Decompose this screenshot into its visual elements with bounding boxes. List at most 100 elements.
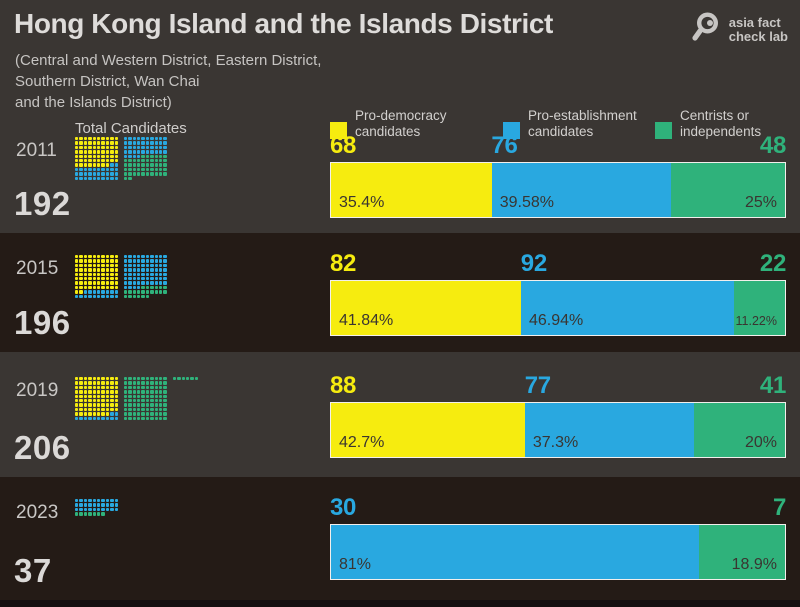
waffle-dot: [163, 398, 167, 403]
waffle-dot: [75, 255, 79, 259]
waffle-dot: [141, 285, 145, 290]
legend-label: Pro-establishment candidates: [528, 108, 637, 140]
waffle-dot: [92, 158, 96, 163]
waffle-dot: [137, 259, 141, 263]
waffle-dot: [88, 412, 92, 416]
waffle-dot: [141, 281, 145, 285]
legend-label-line: Pro-democracy: [355, 108, 447, 123]
waffle-dot: [154, 276, 159, 281]
waffle-dot: [101, 145, 105, 150]
waffle-dot: [79, 158, 83, 163]
total-count: 196: [14, 304, 71, 341]
waffle-dot: [163, 259, 167, 263]
waffle-dot: [101, 172, 105, 176]
waffle-dot: [79, 154, 83, 158]
bar-percent-label: 11.22%: [735, 314, 777, 328]
waffle-dot: [128, 377, 132, 381]
waffle-dot: [132, 394, 137, 398]
waffle-dot: [128, 263, 132, 268]
waffle-dot: [105, 285, 110, 290]
waffle-dot: [154, 154, 159, 158]
waffle-dot: [101, 398, 105, 403]
waffle-dot: [92, 145, 96, 150]
waffle-dot: [137, 150, 141, 154]
waffle-dot: [137, 407, 141, 412]
waffle-dot: [128, 412, 132, 416]
waffle-dot: [128, 163, 132, 167]
waffle-dot: [145, 385, 150, 390]
bar-count-label: 82: [330, 250, 357, 277]
waffle-dot: [92, 137, 96, 141]
waffle-dot: [150, 141, 154, 145]
waffle-dot: [110, 403, 114, 407]
bar-percent-label: 18.9%: [731, 556, 777, 573]
waffle-dot: [150, 285, 154, 290]
waffle-dot: [92, 268, 96, 272]
waffle-dot: [141, 150, 145, 154]
bar-segment-blue: 81%: [331, 525, 700, 579]
waffle-dot: [163, 377, 167, 381]
waffle-dot: [154, 377, 159, 381]
waffle-dot: [83, 377, 88, 381]
waffle-dot: [110, 285, 114, 290]
waffle-dot: [96, 398, 101, 403]
waffle-dot: [123, 255, 128, 259]
legend-label-line: candidates: [528, 124, 594, 139]
waffle-dot: [154, 255, 159, 259]
waffle-dot: [141, 172, 145, 176]
waffle-dot: [123, 381, 128, 385]
waffle-dot: [114, 150, 118, 154]
waffle-dot: [101, 167, 105, 172]
waffle-dot: [145, 394, 150, 398]
waffle-dot: [128, 403, 132, 407]
waffle-dot: [141, 158, 145, 163]
waffle-dot: [150, 403, 154, 407]
waffle-dot: [79, 385, 83, 390]
waffle-dot: [123, 176, 128, 180]
waffle-dot: [88, 407, 92, 412]
waffle-dot: [88, 141, 92, 145]
waffle-dot: [159, 167, 163, 172]
waffle-dot: [154, 145, 159, 150]
waffle-dot: [92, 263, 96, 268]
waffle-dot: [163, 145, 167, 150]
waffle-dot: [105, 259, 110, 263]
waffle-dot: [75, 141, 79, 145]
waffle-dot: [141, 403, 145, 407]
waffle-dot: [123, 150, 128, 154]
waffle-dot: [92, 507, 96, 512]
waffle-dot: [185, 377, 190, 381]
waffle-dot: [154, 172, 159, 176]
waffle-dot: [79, 172, 83, 176]
waffle-dot: [154, 281, 159, 285]
waffle-dot: [123, 385, 128, 390]
waffle-dot: [105, 158, 110, 163]
waffle-dot: [75, 381, 79, 385]
waffle-dot: [137, 390, 141, 394]
legend-label-line: independents: [680, 124, 762, 139]
waffle-dot: [145, 268, 150, 272]
waffle-dot: [96, 394, 101, 398]
total-count: 206: [14, 429, 71, 466]
waffle-dot: [114, 285, 118, 290]
waffle-dot: [150, 272, 154, 276]
waffle-dot: [145, 403, 150, 407]
waffle-dot: [163, 416, 167, 420]
waffle-dot: [150, 398, 154, 403]
waffle-dot: [101, 294, 105, 298]
waffle-dot: [88, 385, 92, 390]
bar-count-label: 77: [524, 372, 551, 399]
year-row-2023: 2023 37 30 7 81% 18.9%: [0, 494, 800, 600]
waffle-dot: [137, 255, 141, 259]
waffle-dot: [110, 145, 114, 150]
waffle-dot: [145, 137, 150, 141]
legend-item: Pro-democracy candidates: [330, 108, 447, 140]
waffle-dot: [110, 154, 114, 158]
waffle-dot: [75, 398, 79, 403]
waffle-block: [123, 377, 167, 420]
waffle-dot: [163, 412, 167, 416]
waffle-dot: [159, 281, 163, 285]
waffle-dot: [114, 276, 118, 281]
waffle-dot: [141, 259, 145, 263]
waffle-dot: [79, 412, 83, 416]
